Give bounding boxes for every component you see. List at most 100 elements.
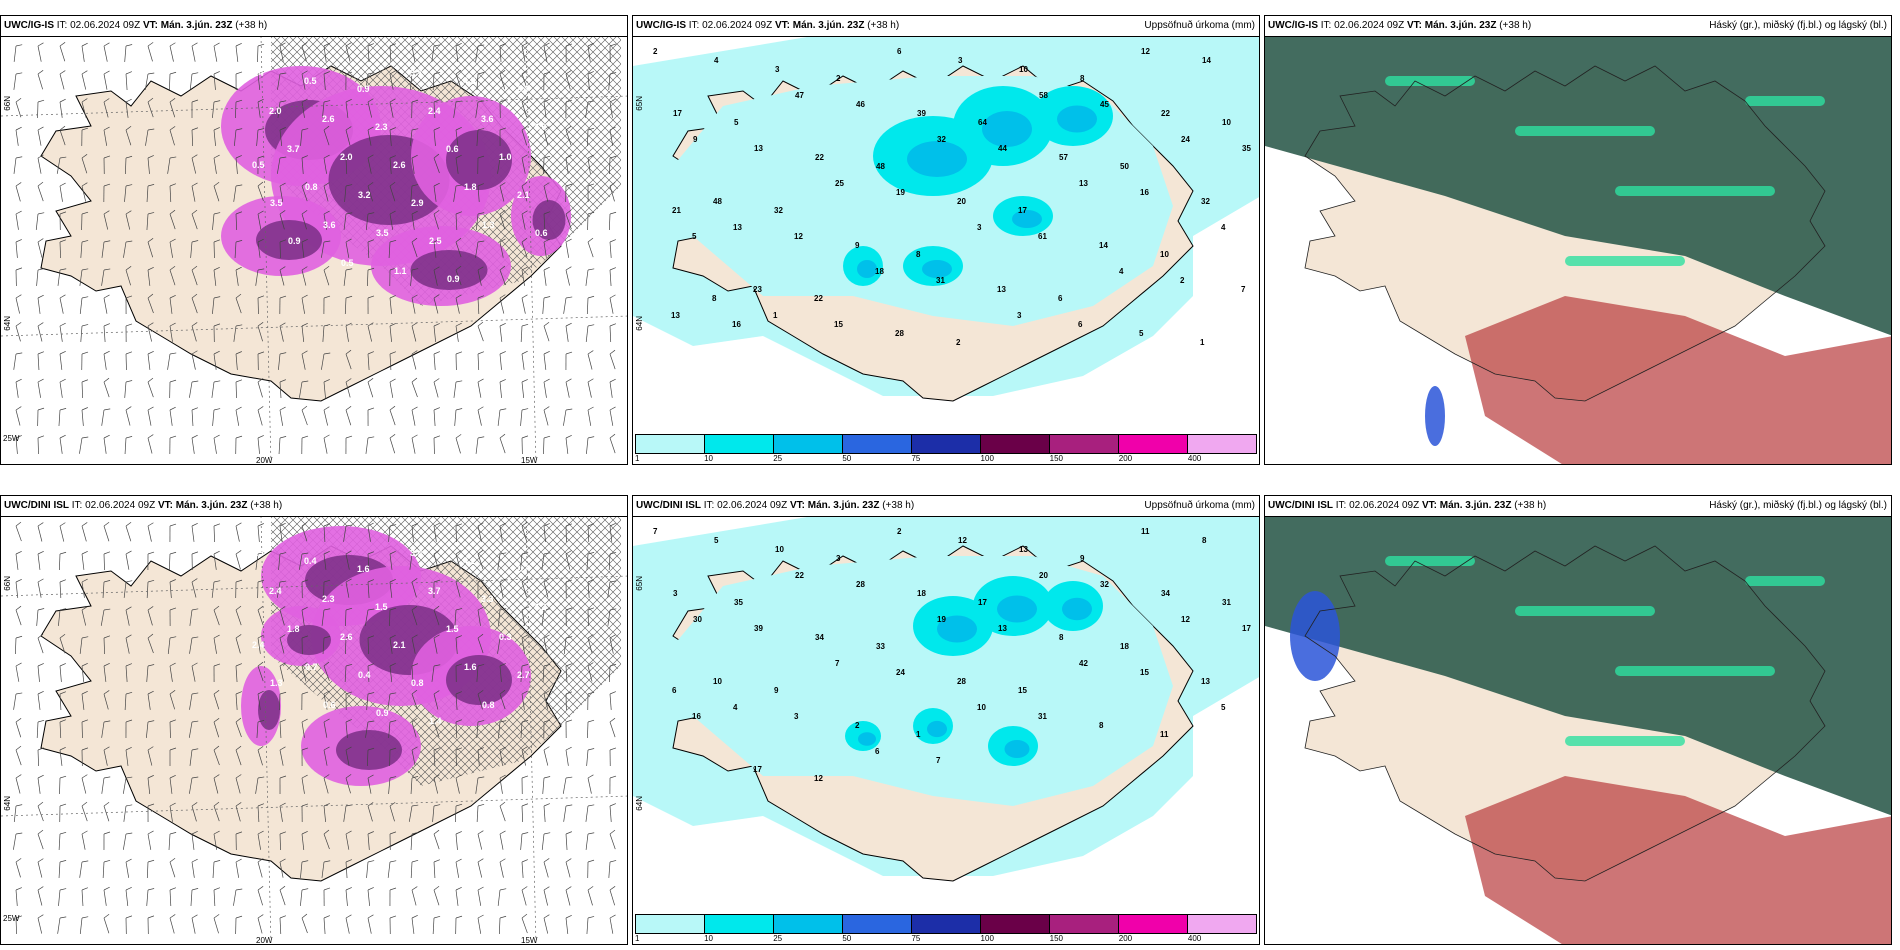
wind-barb — [541, 608, 551, 626]
precip-value-label: 3 — [673, 589, 678, 598]
wind-barb — [59, 719, 67, 738]
wind-barb — [13, 72, 23, 90]
precip-value-label: 42 — [1079, 659, 1088, 668]
wind-barb — [477, 266, 484, 286]
wind-barb — [433, 605, 440, 626]
wind-barb — [59, 294, 66, 314]
wind-barb — [565, 663, 572, 682]
wind-barb — [233, 184, 243, 202]
wind-barb — [387, 692, 397, 710]
wind-barb — [323, 406, 330, 426]
wind-barb — [565, 858, 572, 878]
legend-swatch — [843, 435, 912, 453]
wind-barb — [79, 916, 89, 934]
wind-barb — [543, 746, 550, 766]
precip-value-label: 1.5 — [446, 624, 459, 634]
wind-barb — [367, 322, 374, 342]
wind-barb — [587, 774, 594, 794]
wind-barb — [191, 154, 198, 174]
wind-barb — [169, 774, 176, 794]
precip-value-label: 10 — [713, 677, 722, 686]
wind-barb — [345, 746, 352, 766]
wind-barb — [411, 322, 418, 342]
wind-barb — [212, 860, 221, 878]
wind-barb — [587, 378, 594, 398]
wind-barb — [477, 321, 484, 342]
wind-barb — [101, 268, 111, 286]
wind-barb — [301, 913, 308, 934]
wind-barb — [521, 634, 528, 654]
precip-value-label: 19 — [896, 188, 905, 197]
wind-barb — [344, 663, 353, 682]
wind-barb — [367, 663, 375, 682]
wind-barb — [345, 98, 352, 118]
precip-value-label: 2.0 — [269, 106, 282, 116]
wind-barb — [543, 42, 550, 62]
wind-barb — [191, 127, 199, 147]
precip-value-label: 12 — [958, 536, 967, 545]
cloud-band — [1745, 96, 1825, 106]
precip-value-label: 3 — [958, 56, 963, 65]
wind-barb — [323, 915, 330, 934]
wind-barb — [367, 802, 374, 822]
wind-barb — [103, 831, 111, 851]
wind-barb — [212, 100, 221, 118]
wind-barb — [476, 128, 485, 146]
precip-value-label: 17 — [753, 765, 762, 774]
legend-label: 150 — [1049, 454, 1064, 463]
precip-value-label: 0.9 — [447, 274, 460, 284]
wind-barb — [587, 579, 594, 598]
wind-barb — [476, 720, 485, 738]
wind-barb — [15, 435, 22, 454]
wind-barb — [257, 295, 265, 315]
wind-barb — [125, 71, 132, 90]
precip-value-label: 17 — [978, 598, 987, 607]
legend-label: 50 — [842, 934, 852, 943]
precip-value-label: 50 — [1120, 162, 1129, 171]
precip-value-label: 32 — [937, 135, 946, 144]
wind-barb — [235, 351, 242, 370]
precip-value-label: 10 — [1160, 250, 1169, 259]
mid-cloud-area — [1465, 296, 1891, 464]
wind-barb — [147, 830, 154, 850]
precip-value-label: 2.1 — [517, 190, 530, 200]
wind-barb — [191, 662, 198, 682]
wind-barb — [125, 858, 132, 878]
panel-model-label: UWC/DINI ISL — [4, 500, 69, 511]
wind-barb — [609, 717, 616, 738]
wind-barb — [169, 857, 176, 878]
wind-barb — [59, 551, 67, 571]
wind-barb — [103, 294, 110, 314]
wind-barb — [169, 379, 177, 399]
wind-barb — [455, 719, 463, 738]
wind-barb — [81, 606, 88, 626]
wind-barb — [323, 579, 331, 599]
high-cloud-area — [1265, 36, 1891, 336]
wind-barb — [279, 775, 287, 795]
wind-barb — [433, 435, 441, 455]
legend-label: 50 — [842, 454, 852, 463]
precip-value-label: 1.4 — [429, 716, 442, 726]
wind-barb — [81, 351, 89, 371]
wind-barb — [255, 776, 265, 794]
wind-barb — [323, 295, 331, 315]
wind-barb — [147, 690, 154, 710]
wind-barb — [521, 435, 529, 455]
wind-barb — [410, 832, 419, 850]
wind-barb — [35, 212, 45, 230]
wind-barb — [608, 663, 617, 683]
wind-barb — [213, 267, 220, 286]
wind-barb — [59, 70, 66, 90]
wind-barb — [323, 746, 330, 766]
wind-barb — [235, 550, 242, 570]
wind-barb — [279, 915, 287, 934]
wind-barb — [235, 691, 242, 710]
wind-barb — [409, 128, 419, 146]
precip-value-label: 0.8 — [411, 678, 424, 688]
lon-gridline — [525, 516, 537, 944]
wind-barb — [57, 268, 67, 286]
wind-barb — [365, 608, 375, 626]
precip-value-label: 14 — [1099, 241, 1108, 250]
wind-barb — [609, 43, 617, 63]
wind-barb — [169, 406, 176, 426]
